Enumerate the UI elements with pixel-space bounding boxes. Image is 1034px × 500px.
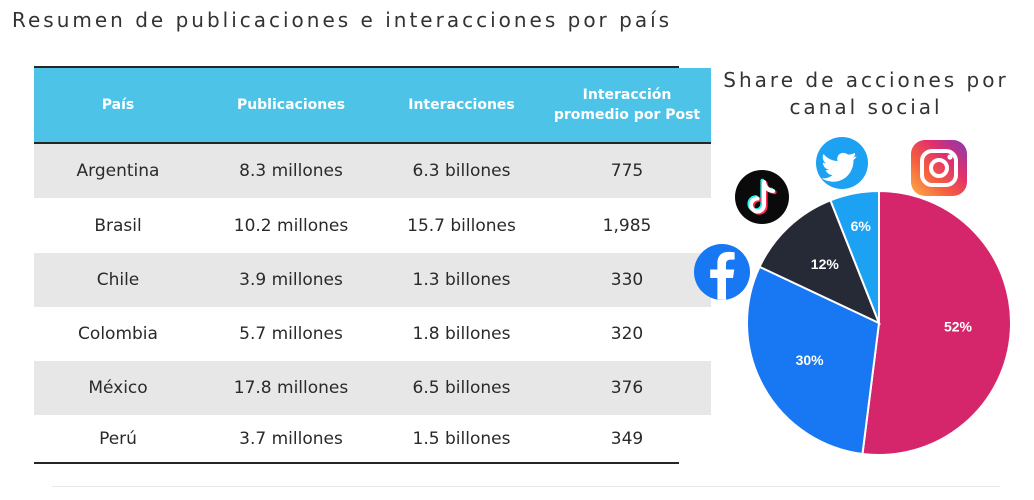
facebook-icon: [694, 244, 750, 300]
cell-interactions: 1.8 billones: [412, 324, 511, 344]
header-country: País: [34, 68, 202, 144]
cell-avg-interaction: 330: [543, 253, 711, 307]
pie-label-instagram: 52%: [944, 319, 973, 335]
cell-country: Brasil: [94, 215, 142, 236]
instagram-icon: [911, 140, 967, 196]
cell-country: Colombia: [78, 324, 158, 344]
cell-avg-interaction: 349: [610, 428, 644, 449]
cell-interactions: 1.5 billones: [412, 428, 511, 449]
bottom-divider: [52, 486, 1000, 487]
table-row: Colombia 5.7 millones 1.8 billones 320: [34, 307, 711, 361]
table-row: Chile 3.9 millones 1.3 billones 330: [34, 253, 711, 307]
cell-posts: 17.8 millones: [202, 361, 380, 415]
header-interactions: Interacciones: [380, 68, 543, 144]
cell-posts: 3.9 millones: [202, 253, 380, 307]
cell-posts: 8.3 millones: [202, 143, 380, 198]
pie-label-facebook: 30%: [796, 352, 825, 368]
cell-posts: 5.7 millones: [239, 324, 343, 344]
pie-slice-tiktok: [758, 198, 881, 325]
table-row: Argentina 8.3 millones 6.3 billones 775: [34, 143, 711, 198]
cell-avg-interaction: 320: [610, 324, 644, 344]
cell-interactions: 6.5 billones: [380, 361, 543, 415]
country-summary-table: País Publicaciones Interacciones Interac…: [34, 66, 711, 464]
pie-label-tiktok: 12%: [811, 256, 840, 272]
cell-country: Argentina: [34, 143, 202, 198]
page-title: Resumen de publicaciones e interacciones…: [12, 8, 673, 32]
header-avg-interaction: Interacción promedio por Post: [543, 68, 711, 144]
cell-country: Perú: [99, 428, 137, 449]
cell-country: Chile: [34, 253, 202, 307]
twitter-icon: [816, 137, 868, 189]
cell-posts: 10.2 millones: [233, 215, 349, 236]
pie-chart-title: Share de acciones por canal social: [723, 68, 1009, 119]
table-row: Perú 3.7 millones 1.5 billones 349: [34, 415, 711, 462]
pie-slice-twitter: [829, 189, 880, 324]
cell-avg-interaction: 775: [543, 143, 711, 198]
cell-interactions: 1.3 billones: [380, 253, 543, 307]
cell-avg-interaction: 1,985: [602, 215, 652, 236]
cell-country: México: [34, 361, 202, 415]
cell-posts: 3.7 millones: [239, 428, 343, 449]
cell-interactions: 6.3 billones: [380, 143, 543, 198]
tiktok-icon: [735, 170, 789, 224]
cell-avg-interaction: 376: [543, 361, 711, 415]
pie-slice-instagram: [861, 189, 1012, 456]
pie-slice-facebook: [746, 265, 881, 456]
table-row: México 17.8 millones 6.5 billones 376: [34, 361, 711, 415]
pie-label-twitter: 6%: [851, 218, 872, 234]
table-header-row: País Publicaciones Interacciones Interac…: [34, 68, 711, 144]
header-posts: Publicaciones: [202, 68, 380, 144]
table-row: Brasil 10.2 millones 15.7 billones 1,985: [34, 198, 711, 253]
cell-interactions: 15.7 billones: [407, 215, 516, 236]
